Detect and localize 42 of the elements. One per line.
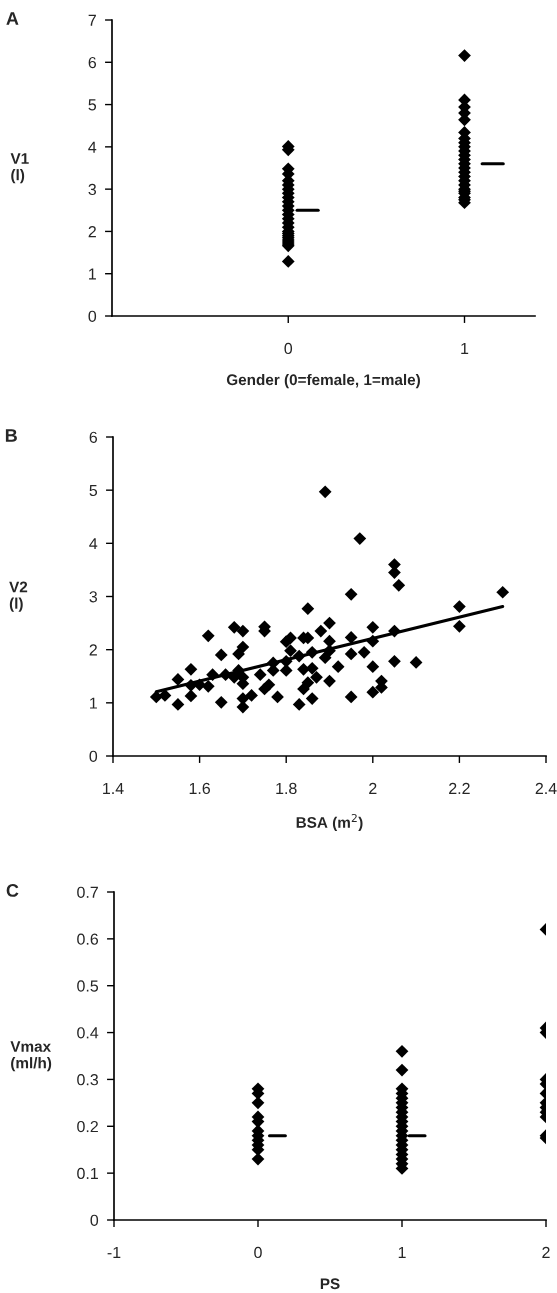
x-tick-label: 2 — [542, 1246, 550, 1258]
y-tick-label: 4 — [89, 538, 98, 550]
chart-title: C — [6, 884, 19, 897]
y-tick-label: 2 — [88, 226, 96, 238]
y-axis-title: Vmax (ml/h) — [10, 1041, 52, 1072]
x-tick-label: 2.4 — [535, 782, 557, 794]
x-tick-label: 2.2 — [449, 782, 470, 794]
y-tick-label: 0 — [89, 750, 98, 762]
y-tick-label: 1 — [90, 697, 97, 709]
y-axis-title: V1 (l) — [10, 153, 29, 184]
y-tick-label: 6 — [89, 431, 98, 443]
y-tick-label: 0.4 — [77, 1027, 99, 1039]
y-tick-label: 0.3 — [77, 1074, 99, 1086]
y-tick-label: 3 — [88, 183, 97, 196]
y-tick-label: 0 — [88, 310, 97, 322]
x-tick-label: -1 — [107, 1246, 121, 1258]
y-tick-label: 0.1 — [77, 1167, 98, 1180]
y-tick-label: 7 — [88, 14, 96, 26]
y-axis-title: V2 (l) — [9, 581, 28, 612]
x-tick-label: 0 — [254, 1246, 262, 1259]
x-tick-label: 1.4 — [103, 782, 124, 794]
x-tick-label: 1.6 — [189, 782, 210, 795]
x-axis-title: BSA (m$^{2}$) — [296, 813, 363, 831]
x-tick-label: 1.8 — [276, 782, 297, 795]
x-tick-label: 2 — [369, 782, 377, 794]
chart-title: A — [6, 12, 19, 25]
chart-title: B — [5, 429, 17, 442]
y-tick-label: 0.7 — [77, 886, 98, 898]
y-tick-label: 0 — [90, 1214, 99, 1226]
y-tick-label: 0.6 — [77, 933, 99, 945]
y-tick-label: 0.2 — [77, 1120, 98, 1133]
y-tick-label: 2 — [89, 644, 97, 656]
x-axis-title: PS — [320, 1278, 340, 1290]
x-axis-title: Gender (0=female, 1=male) — [226, 373, 420, 389]
y-tick-label: 0.5 — [77, 980, 99, 992]
x-tick-label: 1 — [398, 1246, 406, 1258]
y-tick-label: 1 — [89, 268, 96, 280]
y-tick-label: 5 — [89, 484, 98, 497]
y-tick-label: 4 — [88, 141, 97, 153]
y-tick-label: 6 — [88, 56, 97, 69]
y-tick-label: 3 — [89, 591, 98, 603]
y-tick-label: 5 — [88, 99, 97, 111]
